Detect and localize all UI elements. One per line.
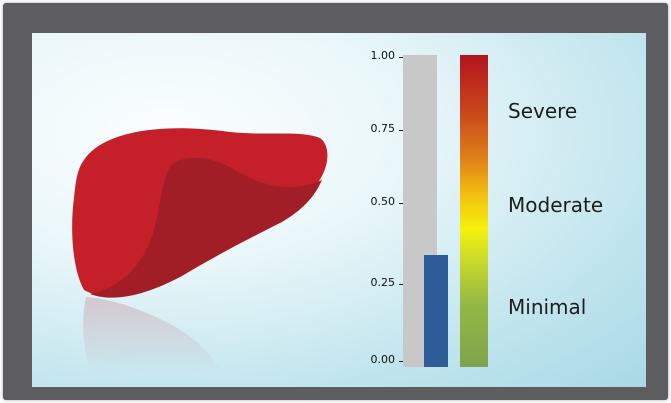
label-moderate: Moderate: [508, 193, 604, 217]
tick-label-0-75: 0.75: [370, 122, 396, 135]
tick-mark-0-75: [399, 130, 405, 131]
tick-label-0-00: 0.00: [370, 353, 396, 366]
label-severe: Severe: [508, 99, 578, 123]
tick-label-0-50: 0.50: [370, 195, 396, 208]
tick-mark-0-25: [399, 284, 405, 285]
graphic-panel: 1.00 0.75 0.50 0.25 0.00 Severe Moderate…: [32, 33, 646, 387]
picture-frame: 1.00 0.75 0.50 0.25 0.00 Severe Moderate…: [3, 3, 668, 400]
tick-label-1-00: 1.00: [370, 49, 396, 62]
severity-gradient-scale: [460, 55, 488, 367]
tick-mark-0-50: [399, 203, 405, 204]
label-minimal: Minimal: [508, 295, 587, 319]
tick-mark-0-00: [399, 361, 405, 362]
liver-icon: [72, 128, 328, 298]
liver-reflection: [83, 297, 222, 373]
tick-mark-1-00: [399, 57, 405, 58]
tick-label-0-25: 0.25: [370, 276, 396, 289]
level-bar: [424, 254, 448, 367]
